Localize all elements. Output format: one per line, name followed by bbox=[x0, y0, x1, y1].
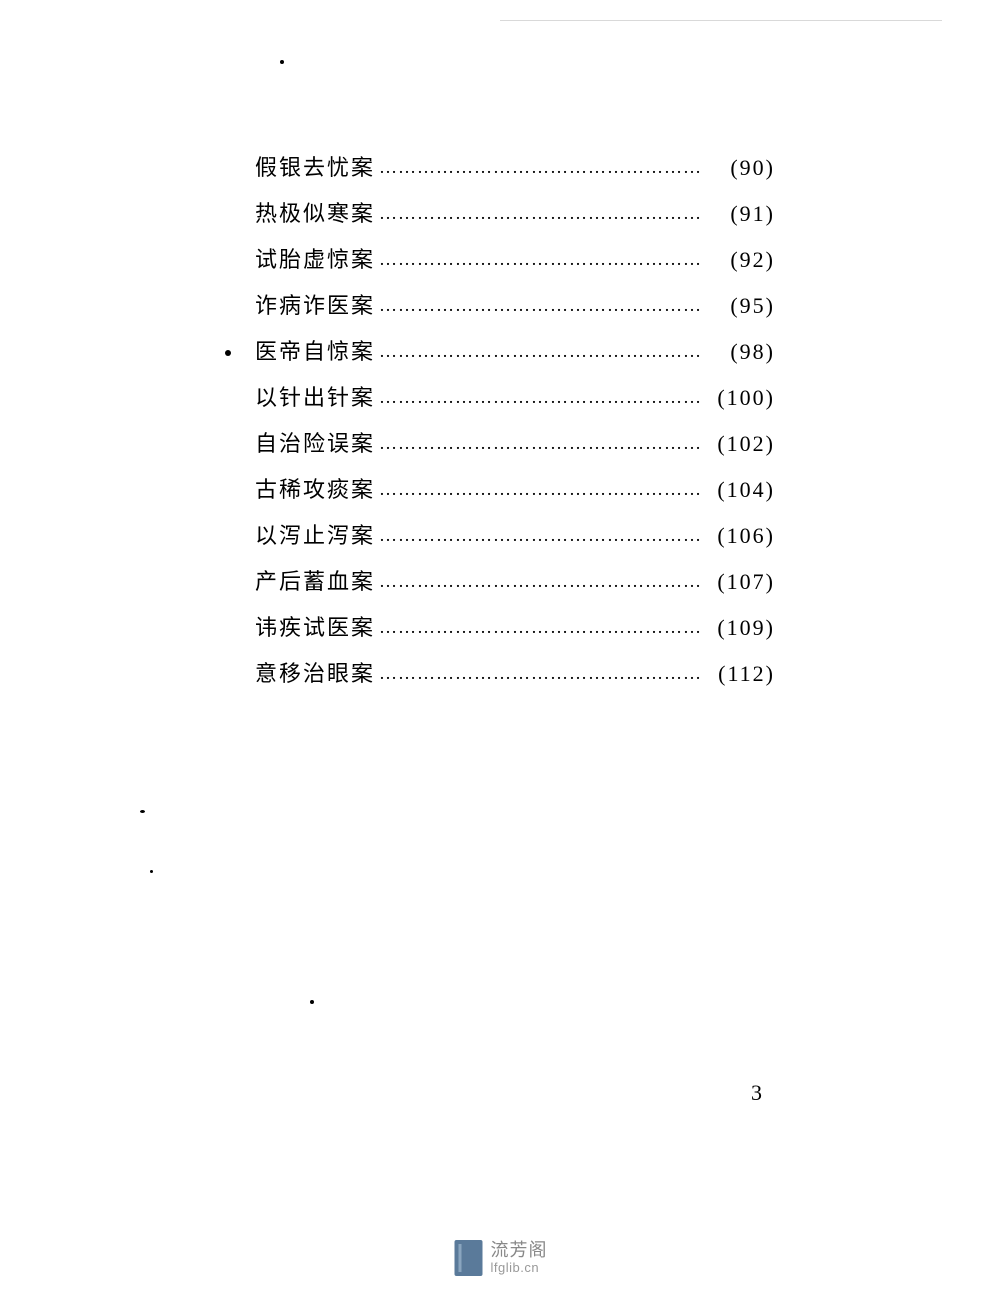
toc-page-number: (92) bbox=[700, 247, 775, 273]
toc-title: 热极似寒案 bbox=[255, 196, 375, 228]
book-icon bbox=[455, 1240, 483, 1276]
toc-title: 讳疾试医案 bbox=[255, 610, 375, 642]
toc-leader-dots: …………………………………………………………………………………………………………… bbox=[375, 525, 700, 546]
toc-leader-dots: …………………………………………………………………………………………………………… bbox=[375, 295, 700, 316]
toc-page-number: (95) bbox=[700, 293, 775, 319]
toc-leader-dots: …………………………………………………………………………………………………………… bbox=[375, 479, 700, 500]
toc-title: 试胎虚惊案 bbox=[255, 242, 375, 274]
toc-page-number: (106) bbox=[700, 523, 775, 549]
toc-entry: 自治险误案……………………………………………………………………………………………… bbox=[255, 426, 775, 458]
page-number: 3 bbox=[751, 1080, 762, 1106]
toc-title: 自治险误案 bbox=[255, 426, 375, 458]
toc-page-number: (90) bbox=[700, 155, 775, 181]
toc-title: 医帝自惊案 bbox=[255, 334, 375, 366]
watermark-text: 流芳阁 lfglib.cn bbox=[491, 1241, 548, 1275]
toc-entry: 以针出针案……………………………………………………………………………………………… bbox=[255, 380, 775, 412]
toc-entry: 热极似寒案……………………………………………………………………………………………… bbox=[255, 196, 775, 228]
toc-title: 以泻止泻案 bbox=[255, 518, 375, 550]
toc-page-number: (109) bbox=[700, 615, 775, 641]
toc-leader-dots: …………………………………………………………………………………………………………… bbox=[375, 663, 700, 684]
toc-entry: 讳疾试医案……………………………………………………………………………………………… bbox=[255, 610, 775, 642]
watermark-url: lfglib.cn bbox=[491, 1261, 548, 1275]
toc-leader-dots: …………………………………………………………………………………………………………… bbox=[375, 203, 700, 224]
toc-page-number: (102) bbox=[700, 431, 775, 457]
toc-page-number: (98) bbox=[700, 339, 775, 365]
toc-page-number: (107) bbox=[700, 569, 775, 595]
watermark-name: 流芳阁 bbox=[491, 1241, 548, 1261]
toc-page-number: (112) bbox=[700, 661, 775, 687]
toc-title: 产后蓄血案 bbox=[255, 564, 375, 596]
scan-speck bbox=[150, 870, 153, 873]
toc-entry: 产后蓄血案……………………………………………………………………………………………… bbox=[255, 564, 775, 596]
scan-artifact-line bbox=[500, 20, 942, 21]
toc-leader-dots: …………………………………………………………………………………………………………… bbox=[375, 571, 700, 592]
toc-leader-dots: …………………………………………………………………………………………………………… bbox=[375, 249, 700, 270]
toc-entry: 假银去忧案……………………………………………………………………………………………… bbox=[255, 150, 775, 182]
toc-entry: 试胎虚惊案……………………………………………………………………………………………… bbox=[255, 242, 775, 274]
toc-entry: 医帝自惊案……………………………………………………………………………………………… bbox=[255, 334, 775, 366]
toc-page-number: (91) bbox=[700, 201, 775, 227]
toc-entry: 诈病诈医案……………………………………………………………………………………………… bbox=[255, 288, 775, 320]
toc-page-number: (104) bbox=[700, 477, 775, 503]
scan-speck bbox=[310, 1000, 314, 1004]
scan-speck bbox=[280, 60, 284, 64]
toc-container: 假银去忧案……………………………………………………………………………………………… bbox=[255, 150, 775, 702]
toc-page-number: (100) bbox=[700, 385, 775, 411]
scan-speck bbox=[225, 350, 231, 356]
toc-entry: 古稀攻痰案……………………………………………………………………………………………… bbox=[255, 472, 775, 504]
toc-title: 诈病诈医案 bbox=[255, 288, 375, 320]
scan-speck bbox=[140, 810, 145, 813]
toc-leader-dots: …………………………………………………………………………………………………………… bbox=[375, 617, 700, 638]
toc-entry: 意移治眼案……………………………………………………………………………………………… bbox=[255, 656, 775, 688]
toc-title: 意移治眼案 bbox=[255, 656, 375, 688]
toc-title: 古稀攻痰案 bbox=[255, 472, 375, 504]
toc-leader-dots: …………………………………………………………………………………………………………… bbox=[375, 387, 700, 408]
toc-entry: 以泻止泻案……………………………………………………………………………………………… bbox=[255, 518, 775, 550]
watermark: 流芳阁 lfglib.cn bbox=[455, 1240, 548, 1276]
toc-title: 以针出针案 bbox=[255, 380, 375, 412]
toc-leader-dots: …………………………………………………………………………………………………………… bbox=[375, 433, 700, 454]
toc-leader-dots: …………………………………………………………………………………………………………… bbox=[375, 157, 700, 178]
toc-title: 假银去忧案 bbox=[255, 150, 375, 182]
toc-leader-dots: …………………………………………………………………………………………………………… bbox=[375, 341, 700, 362]
